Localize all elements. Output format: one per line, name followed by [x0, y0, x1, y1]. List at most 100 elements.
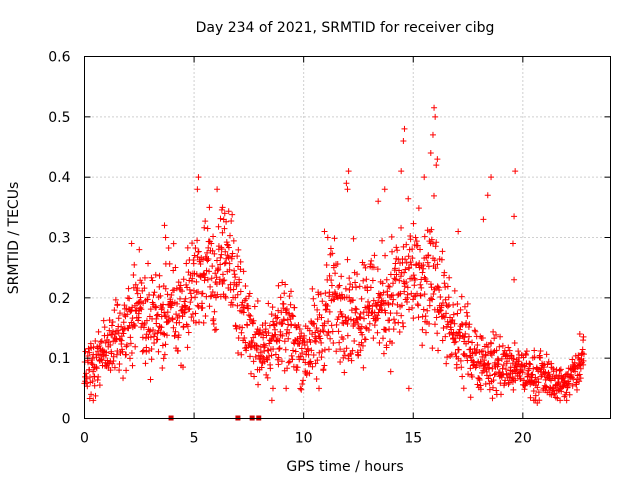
data-point	[194, 302, 201, 309]
data-point	[237, 258, 244, 265]
data-point	[169, 300, 176, 307]
data-point	[491, 335, 498, 342]
data-point	[189, 240, 196, 247]
data-point	[298, 330, 305, 337]
data-point	[262, 328, 269, 335]
data-point	[128, 240, 135, 247]
data-point	[537, 348, 544, 355]
data-point	[452, 350, 459, 357]
data-point	[499, 342, 506, 349]
data-point	[232, 294, 239, 301]
data-point	[465, 333, 472, 340]
data-point	[220, 277, 227, 284]
data-point	[225, 254, 232, 261]
data-point	[218, 246, 225, 253]
data-point	[192, 244, 199, 251]
data-point	[442, 333, 449, 340]
data-point	[176, 295, 183, 302]
data-point	[206, 303, 213, 310]
data-point	[429, 131, 436, 138]
data-point	[462, 330, 469, 337]
data-point	[250, 358, 257, 365]
data-point	[286, 329, 293, 336]
data-point	[429, 345, 436, 352]
data-point	[451, 339, 458, 346]
data-point	[579, 346, 586, 353]
data-point	[431, 192, 438, 199]
data-point	[378, 301, 385, 308]
data-point	[313, 325, 320, 332]
data-point	[120, 375, 127, 382]
data-point	[150, 333, 157, 340]
data-point	[95, 373, 102, 380]
data-point	[93, 365, 100, 372]
data-point	[175, 279, 182, 286]
data-point	[218, 251, 225, 258]
data-point	[114, 301, 121, 308]
data-point	[387, 368, 394, 375]
data-point	[213, 326, 220, 333]
data-point	[172, 328, 179, 335]
data-point	[360, 277, 367, 284]
data-point	[246, 290, 253, 297]
data-point	[340, 348, 347, 355]
data-point	[275, 307, 282, 314]
data-point	[265, 353, 272, 360]
data-point	[331, 235, 338, 242]
data-point	[398, 312, 405, 319]
data-point	[414, 301, 421, 308]
data-point	[150, 292, 157, 299]
data-point	[402, 266, 409, 273]
data-point	[326, 308, 333, 315]
data-point	[235, 334, 242, 341]
data-point	[184, 323, 191, 330]
data-point	[432, 113, 439, 120]
data-point	[423, 329, 430, 336]
data-point	[223, 218, 230, 225]
data-point	[288, 288, 295, 295]
data-point	[348, 357, 355, 364]
data-point	[145, 260, 152, 267]
data-point	[337, 359, 344, 366]
data-point	[236, 279, 243, 286]
data-point	[439, 337, 446, 344]
data-point	[213, 274, 220, 281]
data-point	[116, 360, 123, 367]
data-point	[169, 316, 176, 323]
data-point	[242, 283, 249, 290]
data-point	[199, 290, 206, 297]
data-point	[222, 248, 229, 255]
data-point	[322, 306, 329, 313]
data-point	[219, 204, 226, 211]
y-axis-ticks: 0 0.1 0.2 0.3 0.4 0.5 0.6	[48, 50, 611, 428]
data-point	[383, 276, 390, 283]
data-point	[325, 346, 332, 353]
data-point	[168, 291, 175, 298]
data-point	[144, 296, 151, 303]
data-point	[259, 353, 266, 360]
data-point	[433, 239, 440, 246]
data-point	[287, 316, 294, 323]
data-point	[330, 339, 337, 346]
data-point	[306, 359, 313, 366]
data-point	[334, 293, 341, 300]
data-point	[229, 301, 236, 308]
data-point	[527, 361, 534, 368]
data-point	[300, 377, 307, 384]
data-point	[434, 261, 441, 268]
data-point	[512, 377, 519, 384]
data-point	[383, 342, 390, 349]
data-point	[575, 352, 582, 359]
data-point	[382, 252, 389, 259]
data-point	[173, 311, 180, 318]
data-point	[211, 250, 218, 257]
data-point	[217, 215, 224, 222]
data-point	[239, 324, 246, 331]
data-point	[237, 288, 244, 295]
data-point	[420, 265, 427, 272]
data-point	[469, 373, 476, 380]
data-point	[157, 292, 164, 299]
data-point	[451, 320, 458, 327]
data-point	[193, 271, 200, 278]
data-point	[476, 377, 483, 384]
